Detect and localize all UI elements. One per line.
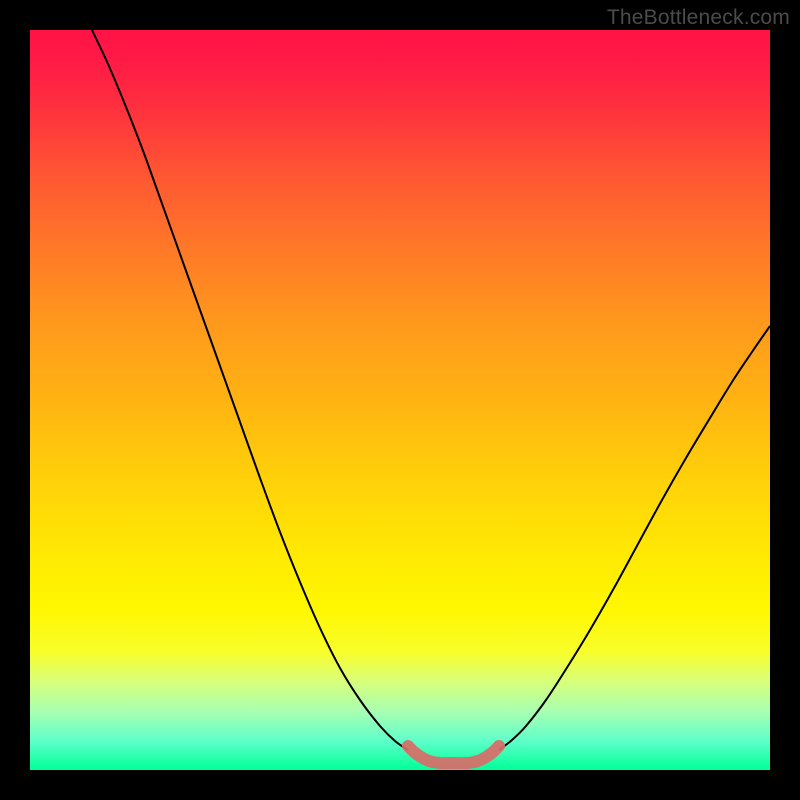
chart-frame: TheBottleneck.com bbox=[0, 0, 800, 800]
watermark-text: TheBottleneck.com bbox=[607, 6, 790, 30]
plot-area bbox=[30, 30, 770, 770]
right-curve bbox=[499, 326, 770, 750]
curve-layer bbox=[30, 30, 770, 770]
left-curve bbox=[92, 30, 408, 750]
valley-band bbox=[408, 746, 499, 763]
